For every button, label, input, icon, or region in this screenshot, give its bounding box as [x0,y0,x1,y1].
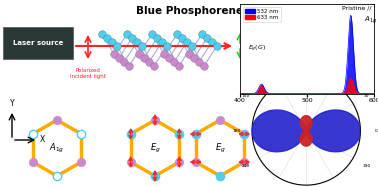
Text: $A_{1g}$: $A_{1g}$ [49,141,65,154]
Text: X: X [40,136,45,145]
Legend: 532 nm, 633 nm: 532 nm, 633 nm [243,7,281,22]
FancyBboxPatch shape [3,27,73,59]
Text: $E_g$: $E_g$ [215,141,225,154]
Text: Polarized
incident light: Polarized incident light [70,68,106,79]
Text: $E_g(G)$: $E_g(G)$ [248,44,266,54]
Text: Laser source: Laser source [13,40,63,46]
Text: $A_{1g}$: $A_{1g}$ [364,15,377,26]
Text: Pristine //: Pristine // [342,6,372,10]
Text: Raman
scattered light: Raman scattered light [252,68,292,79]
Text: Y: Y [10,99,14,108]
Text: $E_g$: $E_g$ [150,141,160,154]
Polygon shape [301,116,312,146]
Text: Blue Phosphorene: Blue Phosphorene [135,6,243,16]
Polygon shape [252,110,360,152]
